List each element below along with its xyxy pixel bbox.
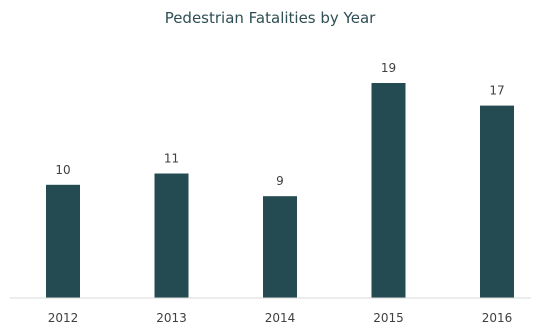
x-axis-ticks: 2012 2013 2014 2015 2016	[48, 311, 513, 325]
data-label-2014: 9	[276, 174, 284, 188]
bar-2014	[263, 196, 297, 298]
bar-2013	[154, 173, 189, 298]
x-tick-label-2013: 2013	[156, 311, 187, 325]
x-tick-label-2016: 2016	[482, 311, 513, 325]
data-label-2016: 17	[489, 84, 504, 98]
labels-layer: 10 11 9 19 17	[55, 61, 504, 188]
bar-2016	[480, 105, 514, 298]
x-tick-label-2014: 2014	[265, 311, 296, 325]
data-label-2015: 19	[381, 61, 396, 75]
chart-title: Pedestrian Fatalities by Year	[165, 9, 376, 27]
bar-2015	[371, 83, 406, 298]
data-label-2013: 11	[164, 152, 179, 166]
data-label-2012: 10	[55, 163, 70, 177]
x-tick-label-2012: 2012	[48, 311, 79, 325]
bar-2012	[46, 184, 80, 298]
bars-layer	[46, 83, 514, 298]
x-tick-label-2015: 2015	[373, 311, 404, 325]
